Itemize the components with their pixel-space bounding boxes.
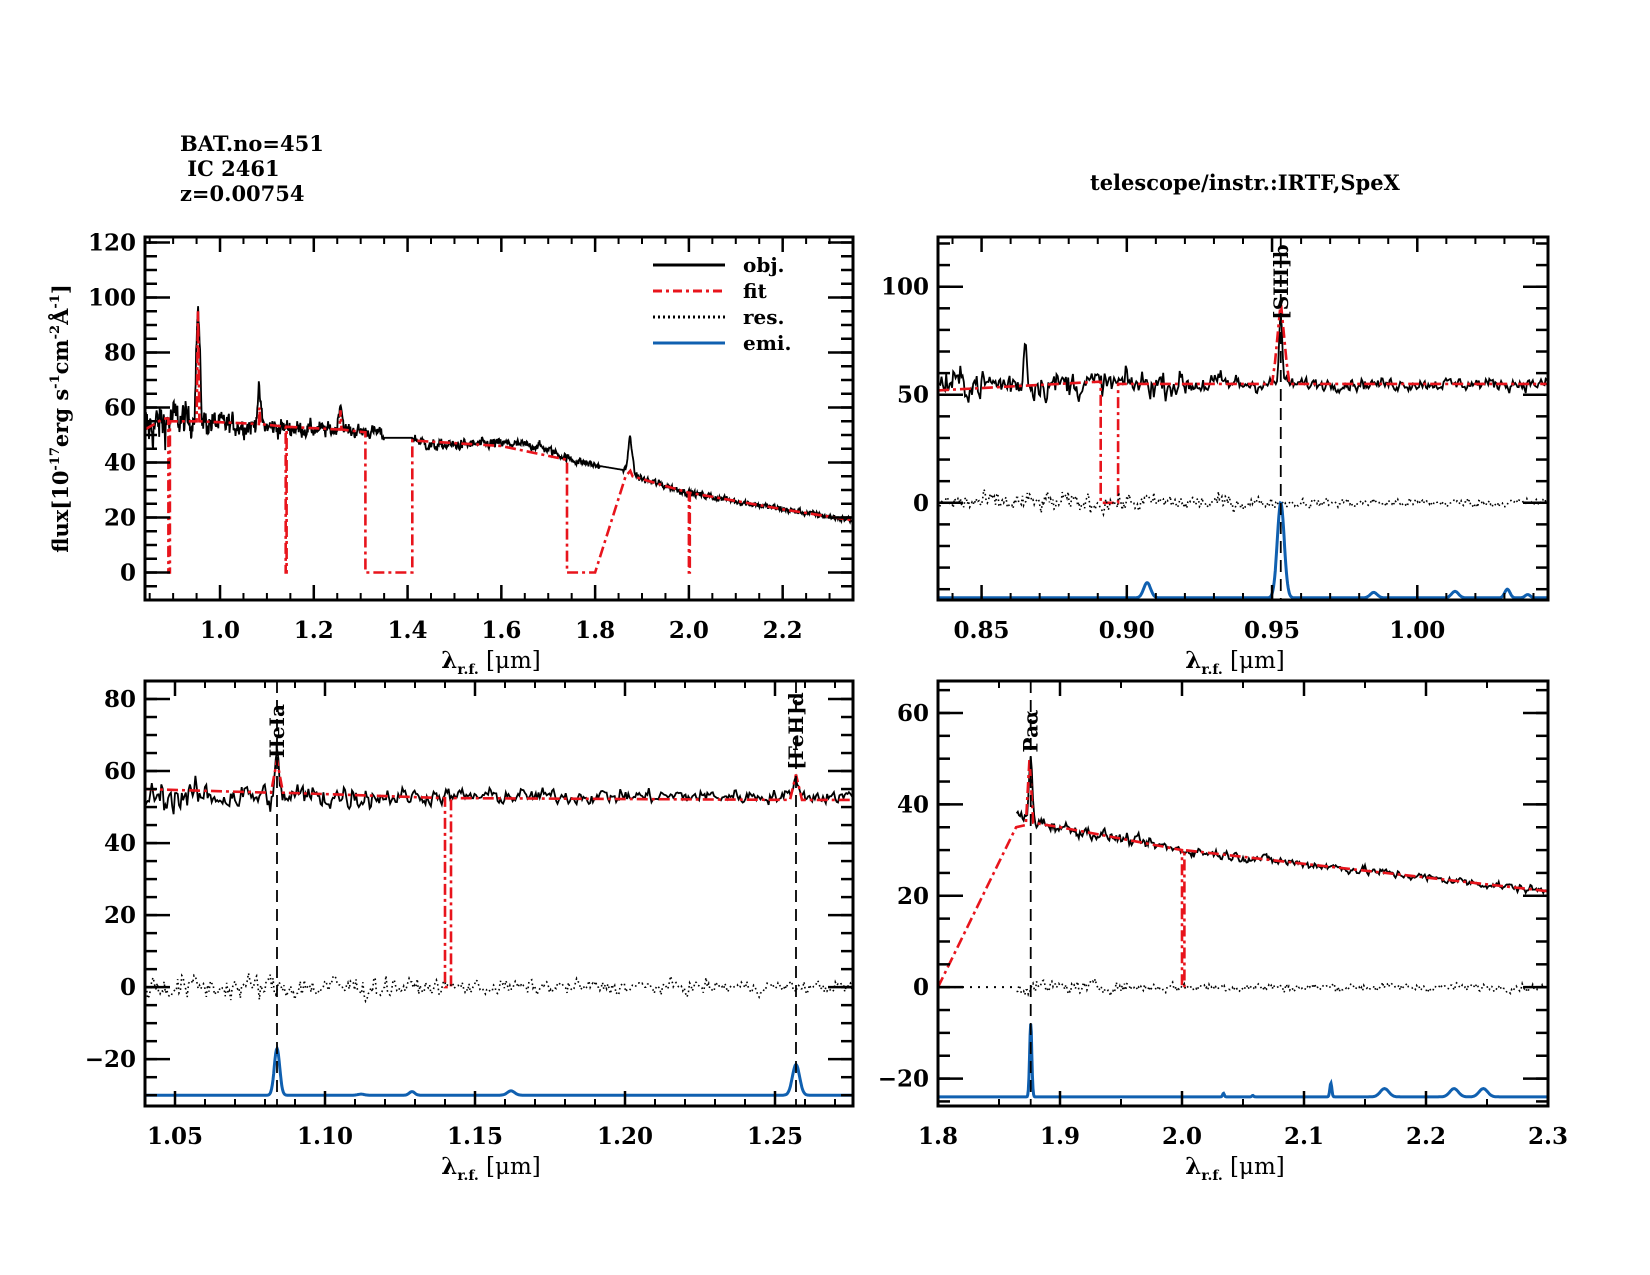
- panel-hei: HeIa [FeII]d 1.05 1.10 1.15 1.20 1.25 −20 0 20 40 6…: [85, 679, 855, 1184]
- plot-area: [145, 306, 853, 574]
- panel-siii: [SIII]b 0.85 0.90 0.95 1.00 0 50 100 λr.f. [μm]: [881, 235, 1550, 678]
- y-tick-label: 100: [88, 285, 136, 312]
- x-tick-label: 0.85: [954, 617, 1010, 644]
- x-axis-label: λr.f. [μm]: [441, 1153, 541, 1184]
- plot-frame: [143, 679, 855, 1108]
- x-tick-label: 1.6: [481, 617, 521, 644]
- x-axis-label: λr.f. [μm]: [1185, 647, 1285, 678]
- x-tick-label: 2.2: [763, 617, 803, 644]
- x-tick-label: 2.0: [669, 617, 709, 644]
- x-tick-label: 1.0: [200, 617, 240, 644]
- x-tick-label: 1.00: [1389, 617, 1445, 644]
- y-tick-label: 100: [881, 274, 929, 301]
- y-tick-label: 0: [913, 974, 929, 1001]
- bat-number: BAT.no=451: [180, 131, 324, 156]
- legend-label-emi: emi.: [743, 331, 791, 355]
- y-tick-label: 0: [120, 560, 136, 587]
- x-tick-label: 2.1: [1284, 1123, 1324, 1150]
- x-tick-label: 2.3: [1528, 1123, 1568, 1150]
- series-emi: [145, 1044, 853, 1097]
- x-tick-label: 1.9: [1040, 1123, 1080, 1150]
- y-tick-label: 20: [897, 883, 929, 910]
- legend-label-res: res.: [743, 305, 784, 329]
- series-obj: [145, 306, 853, 525]
- y-tick-label: 80: [104, 686, 136, 713]
- x-tick-label: 0.95: [1244, 617, 1300, 644]
- y-tick-label: 60: [104, 395, 136, 422]
- x-tick-label: 1.25: [747, 1123, 803, 1150]
- object-name: IC 2461: [180, 156, 280, 181]
- series-emi: [938, 1023, 1548, 1099]
- y-tick-label: −20: [878, 1066, 929, 1093]
- x-tick-label: 1.8: [918, 1123, 958, 1150]
- x-tick-label: 1.10: [297, 1123, 353, 1150]
- plot-area: [938, 237, 1548, 600]
- y-tick-label: 0: [120, 974, 136, 1001]
- series-res: [938, 486, 1548, 518]
- y-tick-label: 0: [913, 490, 929, 517]
- y-tick-label: 40: [104, 450, 136, 477]
- series-res: [1016, 978, 1548, 998]
- legend-label-fit: fit: [743, 279, 768, 303]
- x-tick-label: 1.8: [575, 617, 615, 644]
- x-tick-label: 2.2: [1406, 1123, 1446, 1150]
- x-tick-label: 0.90: [1099, 617, 1155, 644]
- x-axis-label: λr.f. [μm]: [441, 647, 541, 678]
- series-fit: [938, 301, 1548, 505]
- y-tick-label: 60: [104, 758, 136, 785]
- series-fit: [145, 759, 853, 989]
- series-obj: [145, 749, 853, 815]
- object-info: BAT.no=451 IC 2461 z=0.00754: [180, 131, 324, 206]
- x-tick-label: 1.20: [597, 1123, 653, 1150]
- series-emi: [938, 500, 1548, 600]
- line-marker-label: Paα: [1019, 710, 1043, 753]
- x-tick-label: 1.4: [388, 617, 428, 644]
- y-tick-label: 40: [897, 791, 929, 818]
- x-tick-label: 2.0: [1162, 1123, 1202, 1150]
- series-fit: [145, 311, 853, 574]
- y-tick-label: 80: [104, 340, 136, 367]
- y-tick-label: 40: [104, 830, 136, 857]
- plot-area: [938, 681, 1548, 1106]
- x-tick-label: 1.2: [294, 617, 334, 644]
- y-tick-label: 120: [88, 230, 136, 257]
- x-tick-label: 1.05: [147, 1123, 203, 1150]
- panel-paa: Paα 1.8 1.9 2.0 2.1 2.2 2.3 −20 0 20 40 60 λr.f. [μm…: [878, 679, 1568, 1184]
- panel-full: 1.0 1.2 1.4 1.6 1.8 2.0 2.2 0 20 40 60 80 100 120 λr.f…: [48, 230, 855, 678]
- y-tick-label: 50: [897, 382, 929, 409]
- plot-frame: [143, 235, 855, 602]
- x-axis-label: λr.f. [μm]: [1185, 1153, 1285, 1184]
- legend-label-obj: obj.: [743, 253, 785, 277]
- series-obj: [938, 311, 1548, 404]
- x-tick-label: 1.15: [447, 1123, 503, 1150]
- y-tick-label: 20: [104, 505, 136, 532]
- series-obj: [1015, 756, 1548, 896]
- y-tick-label: −20: [85, 1046, 136, 1073]
- plot-frame: [936, 235, 1550, 602]
- redshift: z=0.00754: [180, 181, 305, 206]
- line-marker-label: [FeII]d: [784, 692, 808, 769]
- telescope-info: telescope/instr.:IRTF,SpeX: [1090, 170, 1400, 195]
- y-tick-label: 60: [897, 700, 929, 727]
- line-marker-label: [SIII]b: [1269, 244, 1293, 319]
- plot-area: [145, 681, 853, 1106]
- series-res: [145, 973, 853, 1004]
- y-tick-label: 20: [104, 902, 136, 929]
- line-marker-label: HeIa: [265, 704, 289, 758]
- y-axis-label: flux[10-17erg s-1cm-2Å-1]: [48, 284, 73, 553]
- series-fit: [938, 758, 1548, 989]
